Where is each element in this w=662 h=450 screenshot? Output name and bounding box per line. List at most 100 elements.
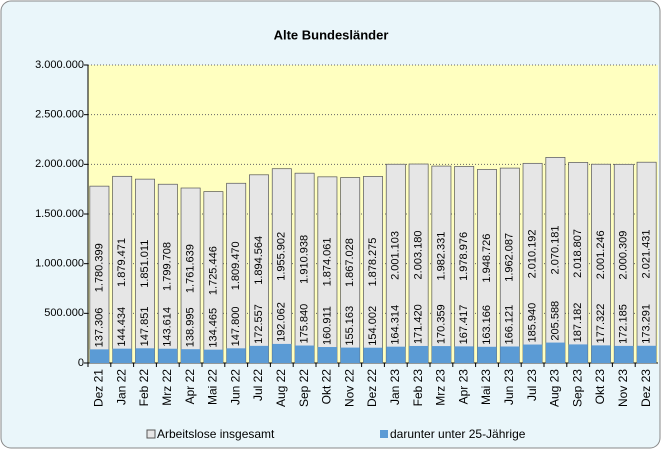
bar (454, 346, 474, 363)
bar (158, 348, 178, 363)
y-tick-label: 1.500.000 (35, 208, 84, 220)
value-label: 1.725.446 (207, 246, 219, 295)
x-tick-label: Apr 22 (183, 369, 197, 405)
value-label: 167.417 (458, 305, 470, 345)
value-label: 137.306 (93, 308, 105, 348)
x-tick-label: Sep 23 (570, 369, 584, 407)
bar (135, 348, 155, 363)
bar (409, 345, 429, 363)
value-label: 2.001.103 (390, 231, 402, 280)
x-tick-label: Dez 23 (639, 369, 653, 407)
value-label: 155.163 (344, 306, 356, 346)
value-label: 166.121 (504, 305, 516, 345)
bar (637, 345, 657, 363)
value-label: 173.291 (641, 304, 653, 344)
value-label: 187.182 (572, 303, 584, 343)
x-tick-label: Okt 23 (593, 369, 607, 405)
y-tick-label: 1.000.000 (35, 258, 84, 270)
y-tick-label: 2.500.000 (35, 109, 84, 121)
value-label: 1.851.011 (139, 240, 151, 288)
x-tick-label: Jun 23 (502, 369, 516, 405)
x-tick-label: Feb 22 (137, 369, 151, 407)
legend-swatch (380, 430, 388, 438)
x-tick-label: Mai 22 (206, 369, 220, 405)
value-label: 175.840 (299, 304, 311, 344)
bar (545, 342, 565, 363)
chart-title: Alte Bundesländer (274, 27, 389, 42)
value-label: 1.780.399 (93, 243, 105, 292)
value-label: 1.761.639 (185, 244, 197, 293)
x-tick-label: Feb 23 (411, 369, 425, 407)
value-label: 143.614 (162, 307, 174, 347)
bar (431, 346, 451, 363)
value-label: 1.978.976 (458, 232, 470, 281)
bar (523, 344, 543, 363)
x-tick-label: Dez 22 (365, 369, 379, 407)
value-label: 172.557 (253, 304, 265, 344)
value-label: 1.799.708 (162, 242, 174, 291)
bar (363, 347, 383, 363)
value-label: 154.002 (367, 306, 379, 346)
x-tick-label: Mai 23 (479, 369, 493, 405)
bar (203, 349, 223, 363)
value-label: 138.995 (185, 307, 197, 347)
bar (181, 349, 201, 363)
value-label: 1.962.087 (504, 233, 516, 282)
value-label: 1.955.902 (276, 232, 288, 281)
value-label: 2.003.180 (413, 231, 425, 280)
bar (477, 346, 497, 363)
value-label: 147.851 (139, 307, 151, 347)
legend-label: darunter unter 25-Jährige (390, 427, 526, 441)
value-label: 172.185 (618, 304, 630, 344)
bar (500, 346, 520, 363)
value-label: 164.314 (390, 305, 402, 345)
value-label: 2.000.309 (618, 231, 630, 280)
x-tick-label: Sep 22 (297, 369, 311, 407)
x-tick-label: Jun 22 (228, 369, 242, 405)
x-tick-label: Okt 22 (320, 369, 334, 405)
value-label: 144.434 (116, 307, 128, 347)
x-tick-label: Jan 22 (114, 369, 128, 405)
value-label: 177.322 (595, 304, 607, 344)
bar (614, 345, 634, 363)
y-tick-label: 3.000.000 (35, 59, 84, 71)
bar (386, 346, 406, 363)
value-label: 192.062 (276, 302, 288, 342)
bar (89, 349, 109, 363)
bar (249, 345, 269, 363)
y-tick-label: 500.000 (44, 307, 84, 319)
bar (568, 344, 588, 363)
bar (340, 347, 360, 363)
value-label: 1.874.061 (321, 237, 333, 286)
x-tick-label: Aug 23 (548, 369, 562, 407)
value-label: 171.420 (413, 304, 425, 344)
value-label: 160.911 (321, 306, 333, 345)
value-label: 134.465 (207, 308, 219, 348)
value-label: 1.910.938 (299, 235, 311, 284)
value-label: 163.166 (481, 305, 493, 345)
legend-label: Arbeitslose insgesamt (157, 427, 275, 441)
value-label: 1.948.726 (481, 234, 493, 283)
x-tick-label: Nov 23 (616, 369, 630, 407)
x-tick-label: Jan 23 (388, 369, 402, 405)
legend-swatch (146, 429, 156, 439)
x-tick-label: Jul 23 (525, 369, 539, 401)
bar (226, 348, 246, 363)
bar (591, 345, 611, 363)
value-label: 1.879.471 (116, 238, 128, 287)
value-label: 2.010.192 (527, 229, 539, 278)
x-tick-label: Mrz 23 (434, 369, 448, 406)
x-tick-label: Apr 23 (456, 369, 470, 405)
value-label: 185.940 (527, 303, 539, 343)
x-tick-label: Dez 21 (92, 369, 106, 407)
value-label: 1.894.564 (253, 236, 265, 285)
value-label: 2.018.807 (572, 229, 584, 278)
x-tick-label: Nov 22 (342, 369, 356, 407)
value-label: 1.982.331 (435, 232, 447, 281)
value-label: 1.878.275 (367, 238, 379, 287)
value-label: 2.001.246 (595, 230, 607, 279)
value-label: 1.867.028 (344, 238, 356, 287)
value-label: 205.588 (549, 301, 561, 341)
x-tick-label: Aug 22 (274, 369, 288, 407)
